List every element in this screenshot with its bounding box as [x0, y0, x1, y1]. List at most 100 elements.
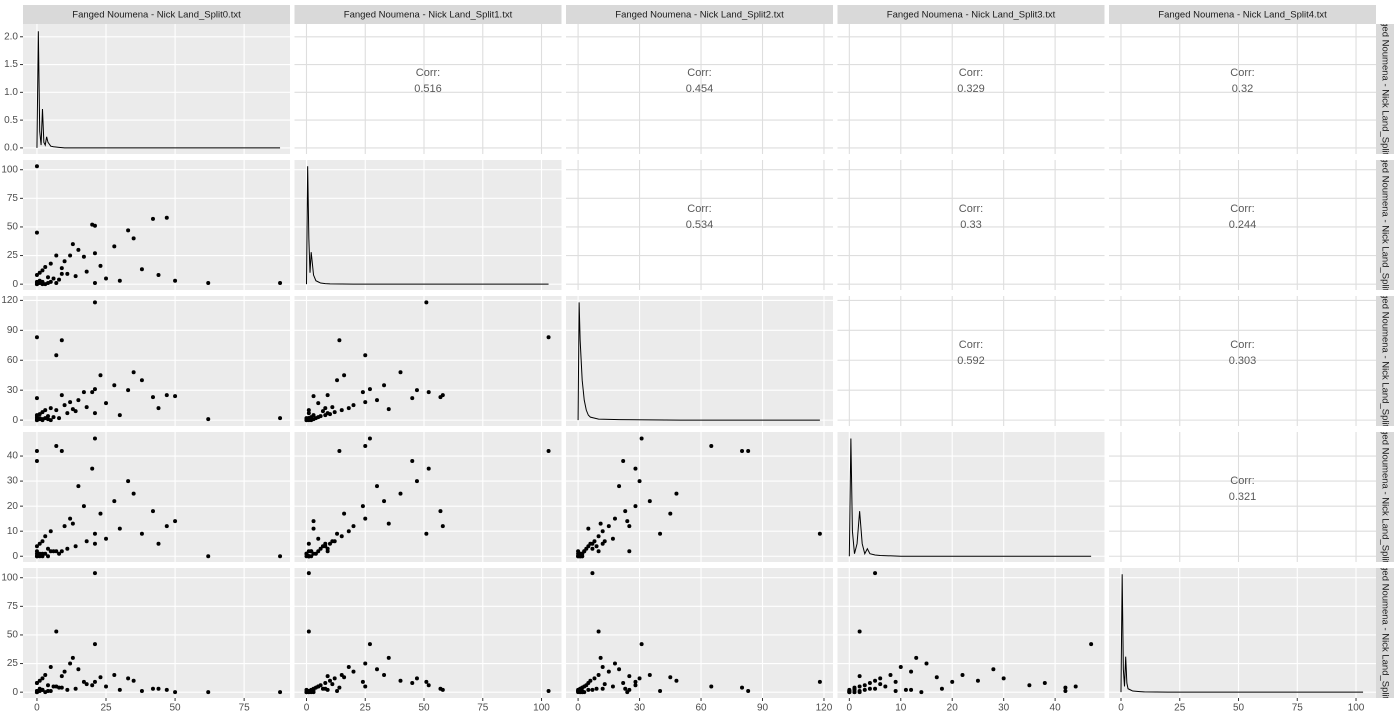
strip-clip: Fanged Noumena - Nick Land_Split2.txt — [1379, 296, 1390, 426]
scatter-point — [438, 509, 443, 514]
scatter-point — [92, 642, 97, 647]
strip-label: Fanged Noumena - Nick Land_Split1.txt — [1379, 141, 1390, 310]
scatter-point — [306, 689, 311, 694]
x-tick-label: 0 — [304, 703, 310, 714]
scatter-point — [57, 277, 62, 282]
scatter-point — [367, 436, 372, 441]
scatter-point — [898, 664, 903, 669]
scatter-point — [600, 686, 605, 691]
scatter-point — [59, 338, 64, 343]
panel-bg — [837, 432, 1105, 562]
scatter-point — [46, 689, 51, 694]
scatter-point — [610, 536, 615, 541]
scatter-point — [34, 279, 39, 284]
scatter-point — [596, 549, 601, 554]
panel-bg — [294, 296, 562, 426]
scatter-point — [206, 281, 211, 286]
y-tick-label: 0 — [12, 551, 18, 562]
scatter-point — [440, 687, 445, 692]
scatter-point — [546, 449, 551, 454]
scatter-point — [34, 164, 39, 169]
scatter-point — [131, 678, 136, 683]
scatter-point — [150, 686, 155, 691]
x-tick-label: 25 — [360, 703, 372, 714]
scatter-point — [156, 541, 161, 546]
scatter-point — [306, 629, 311, 634]
scatter-point — [139, 531, 144, 536]
y-tick-label: 100 — [1, 164, 18, 175]
scatter-point — [306, 417, 311, 422]
scatter-point — [674, 491, 679, 496]
scatter-point — [150, 395, 155, 400]
scatter-point — [426, 683, 431, 688]
scatter-point — [139, 267, 144, 272]
scatter-point — [117, 278, 122, 283]
scatter-point — [335, 378, 340, 383]
scatter-point — [903, 687, 908, 692]
y-tick-label: 0 — [12, 687, 18, 698]
scatter-point — [332, 410, 337, 415]
scatter-point — [346, 406, 351, 411]
scatter-point — [311, 526, 316, 531]
scatter-point — [621, 459, 626, 464]
scatter-point — [68, 253, 73, 258]
scatter-point — [34, 459, 39, 464]
scatter-point — [73, 544, 78, 549]
x-tick-label: 0 — [1118, 703, 1124, 714]
scatter-point — [92, 300, 97, 305]
scatter-point — [40, 268, 45, 273]
scatter-point — [173, 690, 178, 695]
scatter-point — [46, 275, 51, 280]
corr-label: Corr: — [687, 67, 711, 79]
scatter-point — [278, 690, 283, 695]
scatter-point — [637, 479, 642, 484]
strip-bg — [1376, 24, 1394, 154]
panel-bg — [1109, 568, 1376, 698]
scatter-point — [623, 686, 628, 691]
scatter-point — [48, 664, 53, 669]
corr-label: Corr: — [1230, 67, 1254, 79]
y-tick-label: 2.0 — [4, 31, 18, 42]
scatter-point — [360, 504, 365, 509]
strip-clip: Fanged Noumena - Nick Land_Split4.txt — [1379, 568, 1390, 698]
scatter-point — [360, 679, 365, 684]
scatter-point — [278, 416, 283, 421]
scatter-point — [1063, 685, 1068, 690]
scatter-point — [62, 669, 67, 674]
corr-label: Corr: — [687, 203, 711, 215]
scatter-point — [90, 390, 95, 395]
scatter-point — [54, 629, 59, 634]
scatter-point — [90, 222, 95, 227]
scatter-point — [316, 401, 321, 406]
scatter-point — [306, 411, 311, 416]
scatter-point — [367, 387, 372, 392]
panel-bg — [23, 568, 290, 698]
strip-bg — [1109, 5, 1376, 24]
scatter-point — [596, 672, 601, 677]
scatter-point — [131, 370, 136, 375]
panel-bg — [294, 568, 562, 698]
strip-label: Fanged Noumena - Nick Land_Split4.txt — [1158, 10, 1327, 21]
scatter-point — [327, 678, 332, 683]
scatter-point — [311, 551, 316, 556]
y-tick-label: 0 — [12, 279, 18, 290]
scatter-point — [600, 541, 605, 546]
scatter-point — [76, 398, 81, 403]
corr-label: Corr: — [1230, 475, 1254, 487]
scatter-point — [610, 684, 615, 689]
scatter-point — [668, 675, 673, 680]
scatter-point — [173, 278, 178, 283]
scatter-point — [867, 681, 872, 686]
scatter-point — [382, 672, 387, 677]
panel-bg — [1109, 24, 1376, 154]
scatter-point — [991, 667, 996, 672]
corr-value: 0.32 — [1232, 83, 1253, 95]
scatter-point — [424, 300, 429, 305]
scatter-point — [206, 690, 211, 695]
scatter-point — [1001, 676, 1006, 681]
scatter-point — [878, 682, 883, 687]
scatter-point — [363, 444, 368, 449]
scatter-point — [1089, 642, 1094, 647]
scatter-point — [84, 539, 89, 544]
scatter-point — [546, 335, 551, 340]
